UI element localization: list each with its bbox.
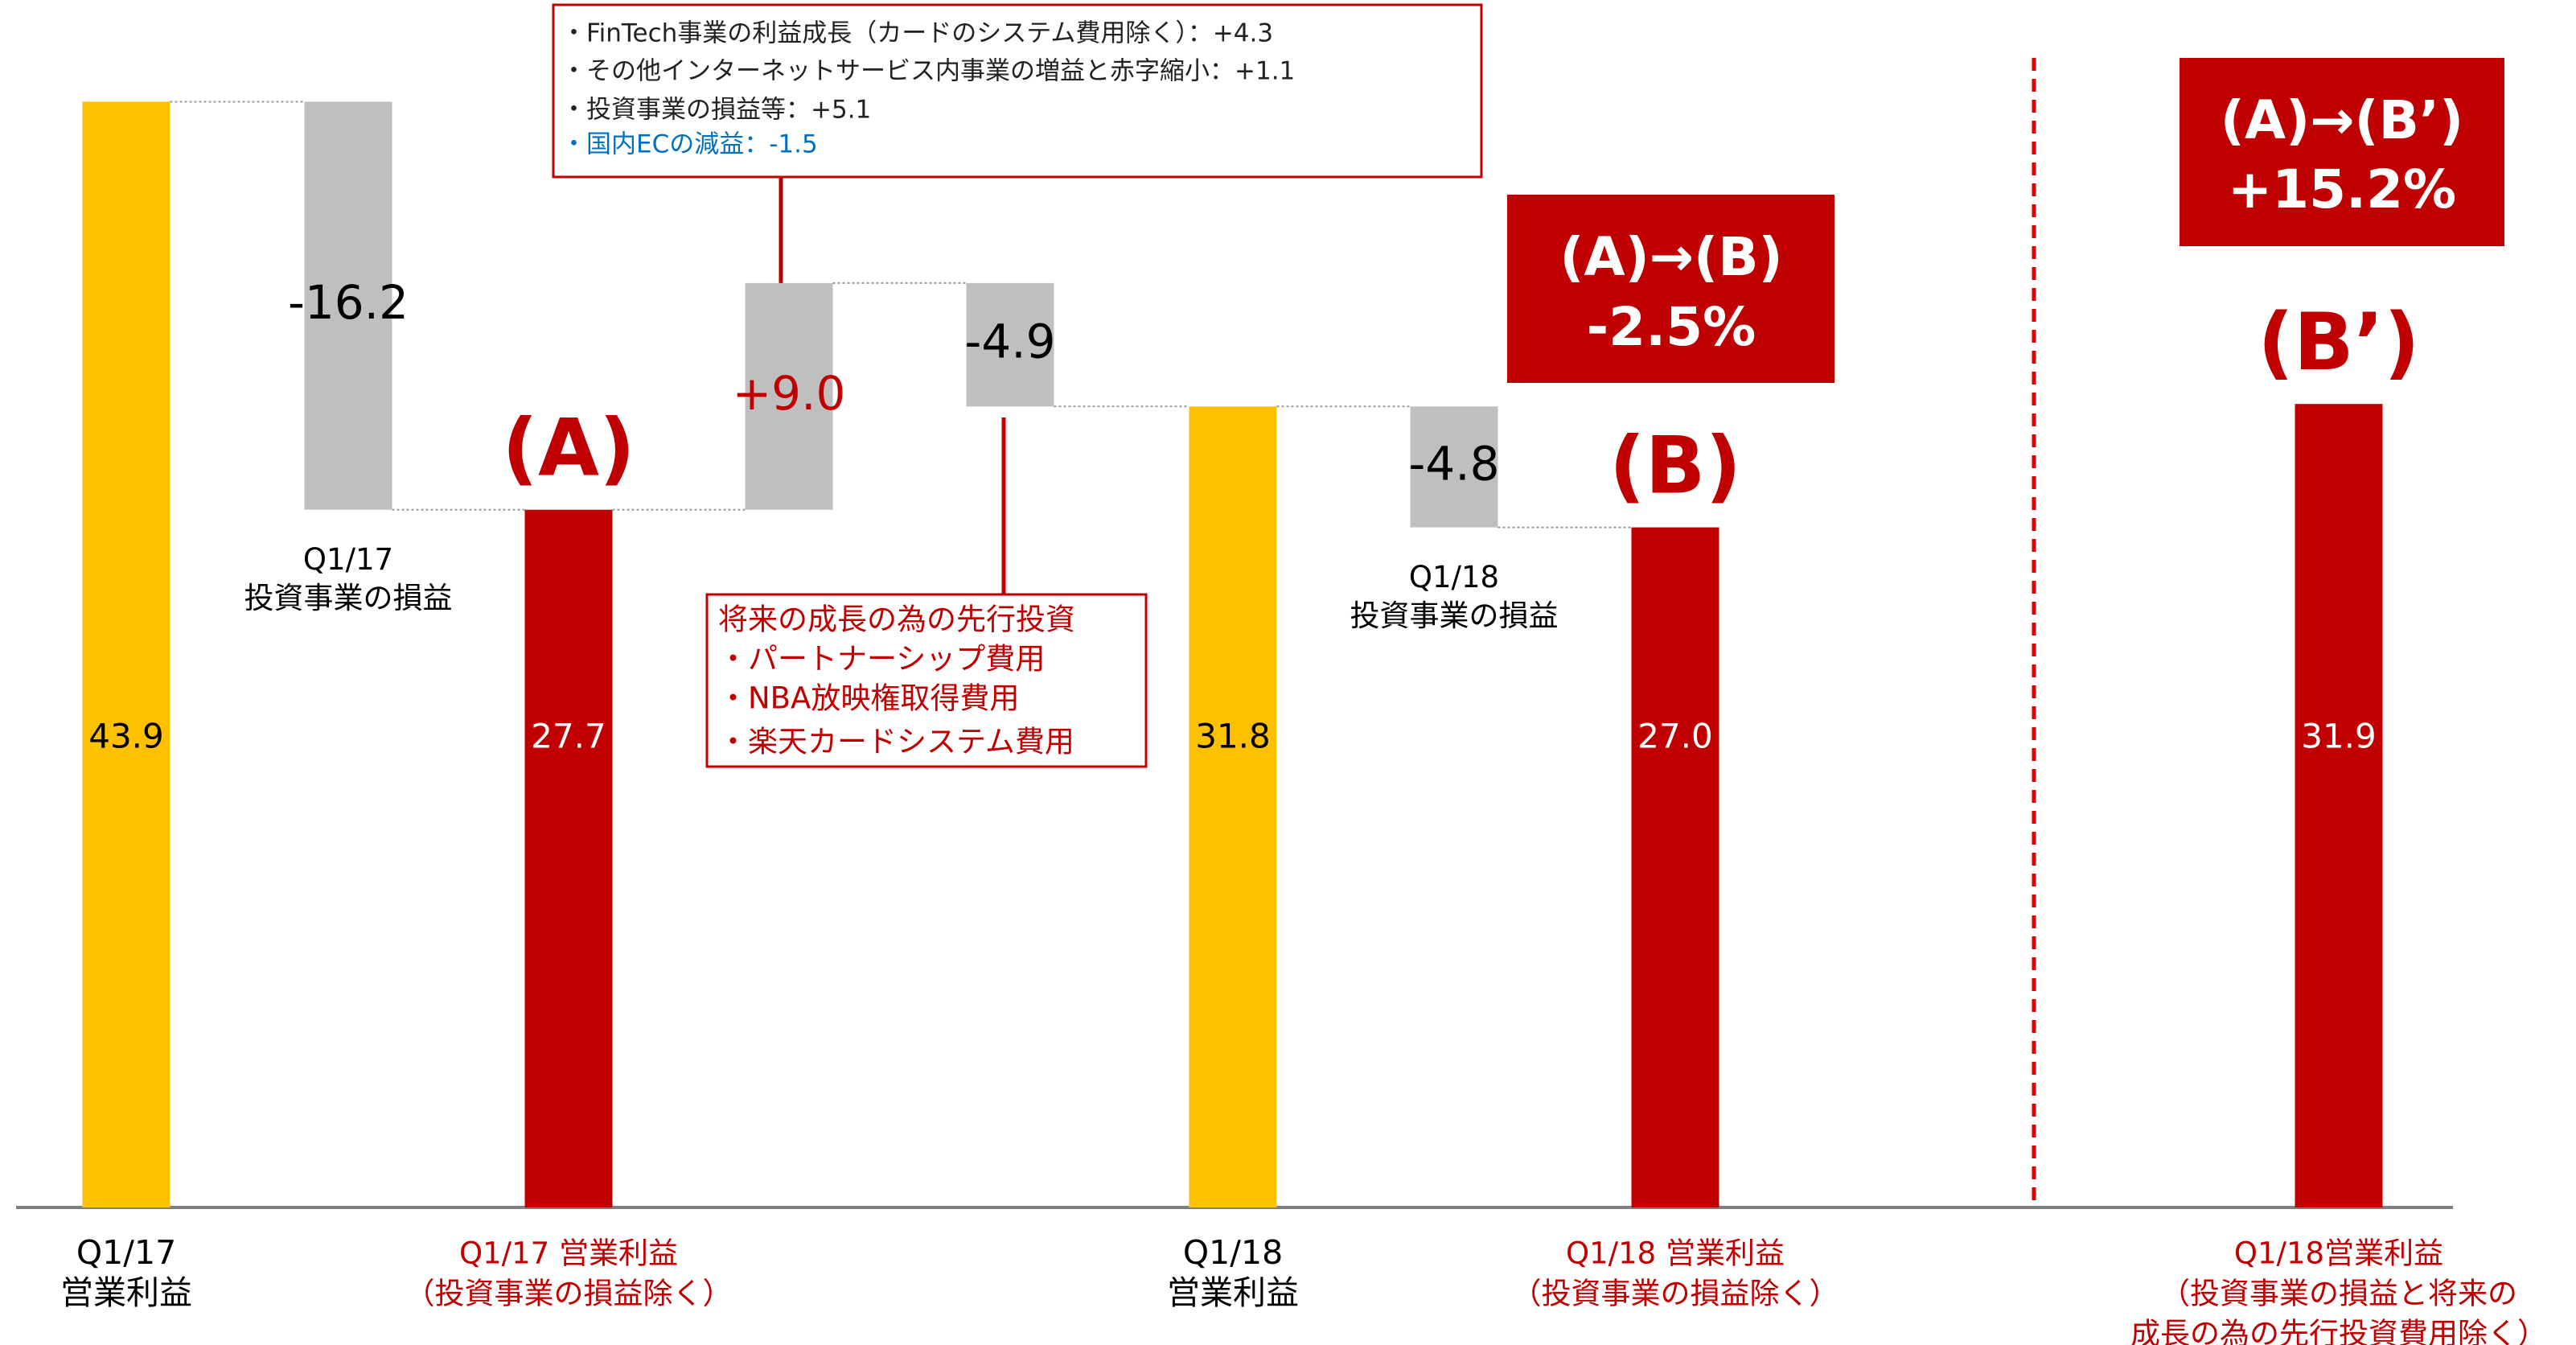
marker-label: (A) — [502, 403, 635, 495]
x-tick-label: Q1/18 営業利益 — [1566, 1236, 1785, 1271]
x-tick-label: 営業利益 — [1167, 1273, 1299, 1312]
callout-text: ・パートナーシップ費用 — [718, 642, 1045, 677]
marker-label: (B) — [1609, 420, 1741, 512]
value-label: +9.0 — [733, 366, 846, 421]
value-label: 31.8 — [1195, 717, 1271, 756]
value-label: 27.7 — [531, 717, 606, 756]
bar-note: 投資事業の損益 — [244, 581, 453, 615]
bar-note: 投資事業の損益 — [1350, 598, 1559, 633]
bar — [524, 509, 613, 1207]
x-tick-label: （投資事業の損益除く） — [1512, 1277, 1839, 1311]
x-tick-label: Q1/17 営業利益 — [459, 1236, 678, 1271]
callout-text: ・NBA放映権取得費用 — [718, 681, 1019, 716]
x-tick-label: Q1/17 — [76, 1233, 176, 1272]
comparison-text: (A)→(B’) — [2221, 89, 2463, 151]
value-label: 31.9 — [2301, 717, 2377, 756]
x-tick-label: Q1/18 — [1183, 1233, 1283, 1272]
value-label: 43.9 — [88, 717, 164, 756]
bar — [1189, 406, 1277, 1208]
bar — [304, 101, 392, 510]
comparison-box — [2180, 58, 2504, 246]
value-label: -4.9 — [964, 315, 1055, 369]
bar — [1631, 527, 1719, 1207]
callout-box — [552, 3, 1483, 179]
bar-note: Q1/18 — [1409, 560, 1499, 594]
x-tick-label: 成長の為の先行投資費用除く） — [2130, 1317, 2547, 1345]
comparison-text: (A)→(B) — [1559, 226, 1782, 288]
x-tick-label: Q1/18営業利益 — [2234, 1236, 2443, 1271]
x-tick-label: （投資事業の損益除く） — [405, 1277, 733, 1311]
callout-box — [705, 593, 1148, 768]
bar-note: Q1/17 — [303, 542, 393, 577]
value-label: 27.0 — [1637, 717, 1713, 756]
callout-text: ・その他インターネットサービス内事業の増益と赤字縮小：+1.1 — [561, 57, 1295, 86]
callout-text: 将来の成長の為の先行投資 — [718, 603, 1075, 637]
callout-text: ・楽天カードシステム費用 — [718, 725, 1074, 759]
bar — [745, 282, 833, 510]
callout-text: ・投資事業の損益等：+5.1 — [561, 96, 871, 125]
bar — [82, 101, 171, 1207]
callout-text: ・国内ECの減益：-1.5 — [561, 130, 818, 159]
marker-label: (B’) — [2258, 297, 2420, 389]
x-tick-label: （投資事業の損益と将来の — [2160, 1277, 2517, 1311]
value-label: -4.8 — [1408, 437, 1499, 492]
comparison-text: +15.2% — [2228, 158, 2456, 220]
comparison-box — [1507, 195, 1834, 383]
bar — [966, 282, 1054, 407]
comparison-text: -2.5% — [1587, 296, 1756, 358]
bar — [2295, 404, 2383, 1208]
value-label: -16.2 — [288, 275, 409, 330]
bar — [1410, 406, 1498, 528]
x-tick-label: 営業利益 — [60, 1273, 192, 1312]
callout-text: ・FinTech事業の利益成長（カードのシステム費用除く）：+4.3 — [561, 19, 1273, 48]
